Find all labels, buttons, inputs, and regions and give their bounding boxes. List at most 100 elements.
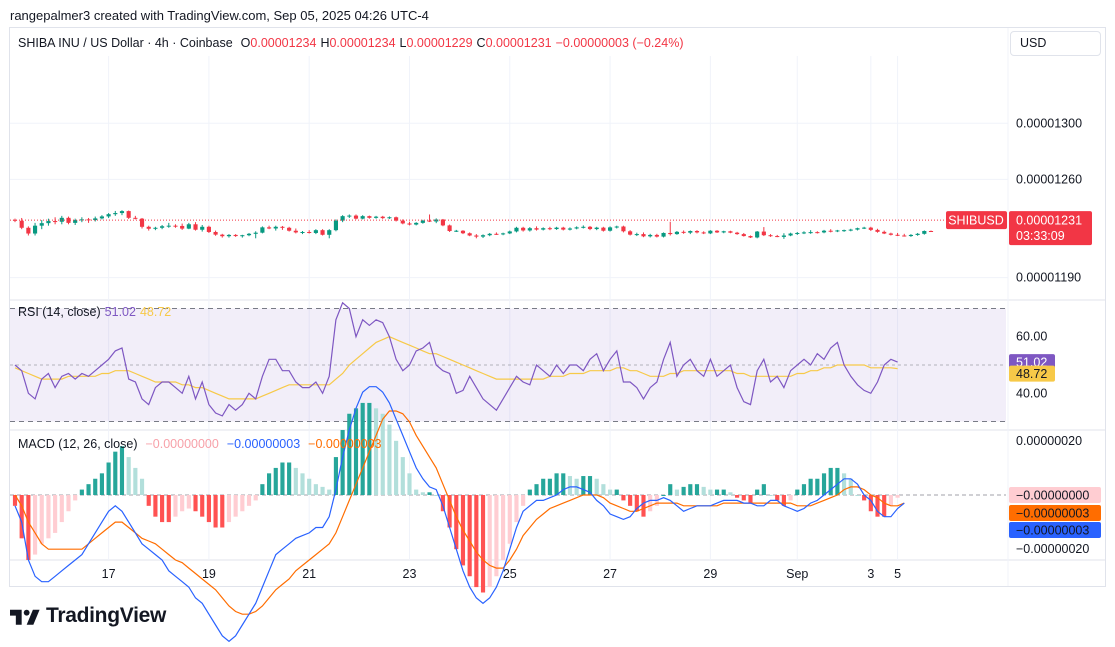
candle-body: [761, 231, 766, 236]
macd-hist-bar: [514, 495, 519, 523]
macd-hist-bar: [621, 495, 626, 501]
close-label: C: [476, 36, 486, 50]
macd-hist-bar: [875, 495, 880, 517]
open-label: O: [240, 36, 251, 50]
candle-body: [480, 235, 486, 237]
macd-hist-bar: [701, 486, 706, 495]
macd-hist-bar: [99, 473, 104, 495]
candle-body: [173, 225, 178, 227]
currency-button[interactable]: USD: [1010, 31, 1101, 56]
time-tick-label: Sep: [786, 567, 808, 581]
macd-hist-bar: [440, 495, 445, 512]
rsi-legend[interactable]: RSI (14, close) 51.02 48.72: [18, 305, 175, 319]
candle-body: [534, 228, 539, 230]
macd-hist-bar: [86, 484, 91, 495]
macd-hist-bar: [534, 484, 539, 495]
macd-signal-tag: [1009, 505, 1101, 521]
candle-body: [300, 231, 305, 233]
candle-body: [293, 230, 298, 233]
macd-hist-bar: [888, 495, 893, 506]
tradingview-logo-icon: [10, 609, 40, 625]
macd-hist-bar: [347, 413, 352, 495]
countdown-label: 03:33:09: [1016, 229, 1065, 243]
macd-hist-bar: [240, 495, 245, 512]
macd-hist-bar: [166, 495, 171, 523]
candle-body: [768, 235, 773, 237]
macd-hist-bar: [694, 484, 700, 495]
macd-hist-bar: [26, 495, 31, 560]
candle-body: [126, 211, 131, 218]
macd-hist-bar: [300, 473, 305, 495]
candle-body: [119, 211, 125, 214]
candle-body: [781, 235, 786, 237]
close-value: 0.00001231: [485, 36, 552, 50]
candle-body: [26, 227, 31, 234]
candle-body: [280, 226, 285, 228]
macd-hist-bar: [293, 467, 298, 495]
macd-hist-bar: [467, 495, 472, 577]
candle-body: [587, 226, 593, 230]
candle-body: [694, 231, 700, 233]
macd-hist-bar: [628, 495, 633, 506]
candle-body: [133, 217, 138, 219]
macd-hist-bar: [93, 478, 98, 495]
candle-body: [19, 220, 24, 228]
rsi-tick-label: 60.00: [1016, 330, 1047, 344]
macd-legend[interactable]: MACD (12, 26, close) −0.00000000 −0.000000…: [18, 437, 386, 451]
macd-hist-bar: [607, 489, 613, 495]
time-tick-label: 23: [403, 567, 417, 581]
macd-hist-bar: [735, 495, 740, 498]
macd-hist-bar: [280, 462, 285, 495]
candle-body: [507, 231, 512, 234]
macd-hist-bar: [407, 473, 412, 495]
rsi-tick-label: 40.00: [1016, 386, 1047, 400]
macd-hist-bar: [668, 484, 673, 495]
macd-hist-bar: [755, 489, 760, 495]
macd-hist-bar: [775, 495, 780, 501]
macd-hist-bar: [527, 489, 532, 495]
macd-hist-bar: [895, 495, 900, 498]
time-tick-label: 17: [102, 567, 116, 581]
candle-body: [267, 227, 272, 229]
macd-hist-bar: [480, 495, 486, 593]
candle-body: [815, 232, 820, 234]
macd-hist-bar: [360, 402, 365, 495]
macd-hist-bar: [160, 495, 165, 523]
macd-hist-tag: [1009, 487, 1101, 503]
candle-body: [882, 231, 887, 234]
macd-hist-bar: [761, 484, 766, 495]
tradingview-logo[interactable]: TradingView: [10, 604, 166, 628]
macd-tick-label: 0.00000020: [1016, 434, 1082, 448]
macd-hist-bar: [226, 495, 232, 523]
candle-body: [186, 224, 191, 229]
candle-body: [888, 233, 893, 235]
macd-hist-bar: [106, 462, 111, 495]
macd-hist-bar: [119, 446, 125, 495]
candle-body: [213, 231, 218, 235]
high-label: H: [320, 36, 330, 50]
macd-hist-bar: [353, 408, 359, 495]
candle-body: [614, 226, 619, 228]
candle-body: [868, 227, 873, 230]
macd-hist-bar: [741, 495, 746, 501]
macd-hist-bar: [721, 489, 726, 495]
candle-body: [99, 216, 104, 219]
macd-hist-bar: [554, 473, 559, 495]
macd-hist-bar: [828, 467, 833, 495]
macd-line-tag-label: −0.00000003: [1016, 524, 1089, 538]
candle-body: [741, 234, 746, 237]
time-tick-label: 5: [894, 567, 901, 581]
macd-hist-bar: [868, 495, 873, 512]
candle-body: [661, 232, 666, 237]
candle-body: [387, 217, 392, 219]
macd-hist-bar: [267, 473, 272, 495]
macd-hist-bar: [634, 495, 639, 512]
macd-hist-bar: [260, 484, 265, 495]
symbol-legend[interactable]: SHIBA INU / US Dollar · 4h · Coinbase O0.…: [18, 36, 688, 50]
candle-body: [340, 216, 345, 221]
ticker-tag: [946, 211, 1007, 230]
macd-hist-bar: [180, 495, 185, 512]
candle-body: [153, 227, 158, 229]
candle-body: [501, 233, 506, 235]
